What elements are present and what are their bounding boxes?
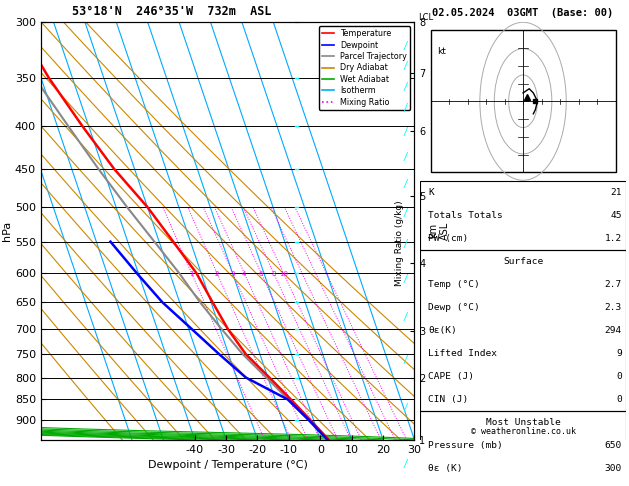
Text: 9: 9 [616,348,621,358]
Text: /: / [403,239,409,249]
Text: /: / [403,179,409,189]
Bar [430,30,616,173]
Text: Surface: Surface [503,257,543,266]
Text: θε (K): θε (K) [428,464,463,472]
Text: /: / [403,104,409,114]
Text: LCL: LCL [418,13,433,22]
Text: /: / [403,41,409,51]
Text: 300: 300 [604,464,621,472]
Text: 45: 45 [610,210,621,220]
Text: /: / [403,459,409,469]
Text: 0: 0 [616,395,621,403]
Text: 650: 650 [604,440,621,450]
X-axis label: Dewpoint / Temperature (°C): Dewpoint / Temperature (°C) [148,460,308,470]
Legend: Temperature, Dewpoint, Parcel Trajectory, Dry Adiabat, Wet Adiabat, Isotherm, Mi: Temperature, Dewpoint, Parcel Trajectory… [318,26,411,110]
Text: K: K [428,188,434,197]
Text: 2.7: 2.7 [604,279,621,289]
Text: /: / [403,403,409,413]
Text: /: / [403,274,409,284]
Text: Most Unstable: Most Unstable [486,417,560,427]
Text: CAPE (J): CAPE (J) [428,372,474,381]
Text: /: / [403,127,409,137]
Text: 294: 294 [604,326,621,335]
Text: /: / [403,312,409,322]
Y-axis label: hPa: hPa [2,221,12,241]
Text: Dewp (°C): Dewp (°C) [428,303,480,312]
Text: CIN (J): CIN (J) [428,395,469,403]
Text: 2: 2 [215,271,219,278]
Text: kt: kt [437,47,445,56]
Text: /: / [403,82,409,91]
Text: 53°18'N  246°35'W  732m  ASL: 53°18'N 246°35'W 732m ASL [72,5,271,17]
Text: /: / [403,61,409,71]
Text: Totals Totals: Totals Totals [428,210,503,220]
Text: /: / [403,152,409,162]
Text: 0: 0 [616,372,621,381]
Text: PW (cm): PW (cm) [428,234,469,243]
Y-axis label: km
ASL: km ASL [428,222,450,240]
Text: Temp (°C): Temp (°C) [428,279,480,289]
Bar [420,250,626,411]
Text: 6: 6 [259,271,264,278]
Text: 2.3: 2.3 [604,303,621,312]
Text: /: / [403,208,409,218]
Text: 3: 3 [230,271,235,278]
Text: 1: 1 [189,271,194,278]
Text: 8: 8 [271,271,276,278]
Text: 1.2: 1.2 [604,234,621,243]
Bar [420,411,626,486]
Text: 02.05.2024  03GMT  (Base: 00): 02.05.2024 03GMT (Base: 00) [432,8,614,17]
Text: /: / [403,355,409,365]
Text: θε(K): θε(K) [428,326,457,335]
Text: 21: 21 [610,188,621,197]
Text: © weatheronline.co.uk: © weatheronline.co.uk [470,427,576,435]
Text: Lifted Index: Lifted Index [428,348,498,358]
Text: 10: 10 [279,271,288,278]
Bar [420,181,626,250]
Text: Mixing Ratio (g/kg): Mixing Ratio (g/kg) [395,200,404,286]
Text: 4: 4 [242,271,247,278]
Text: Pressure (mb): Pressure (mb) [428,440,503,450]
